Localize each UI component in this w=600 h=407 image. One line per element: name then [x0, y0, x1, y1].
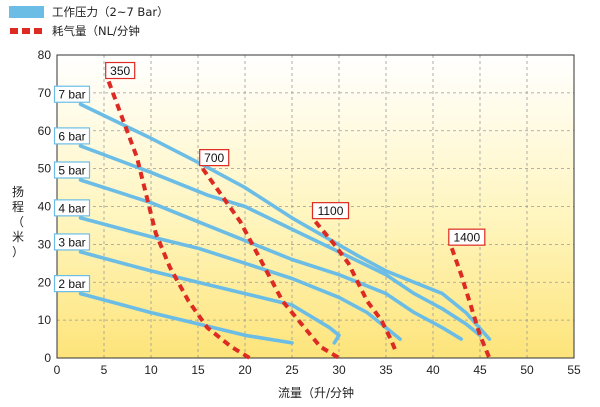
consumption-label-box-350 — [105, 61, 136, 80]
y-tick-label: 40 — [38, 200, 52, 214]
y-tick-label: 60 — [38, 124, 52, 138]
consumption-label-700: 700 — [204, 151, 224, 165]
y-axis-title-char-4: 米 — [12, 230, 24, 244]
series-labels: 7 bar 6 bar 5 bar 4 bar 3 bar 2 bar 350 700 1100… — [53, 61, 486, 293]
y-tick-label: 10 — [38, 313, 52, 327]
pressure-label-6-bar: 6 bar — [58, 129, 85, 143]
y-tick-label: 50 — [38, 162, 52, 176]
y-axis-title: 扬 程 （ 米 ） — [12, 184, 24, 259]
legend-swatch-pressure — [9, 6, 44, 18]
pressure-label-box-2-bar — [53, 275, 91, 293]
x-tick-label: 0 — [54, 363, 61, 377]
x-tick-label: 45 — [473, 363, 487, 377]
consumption-label-box-1100 — [311, 202, 350, 220]
pressure-label-5-bar: 5 bar — [58, 163, 85, 177]
consumption-line-350 — [106, 80, 251, 360]
pressure-label-box-7-bar — [53, 85, 91, 103]
consumption-label-1400: 1400 — [453, 231, 480, 245]
pressure-label-box-6-bar — [53, 127, 91, 145]
y-axis-title-char-3: （ — [12, 215, 24, 229]
pressure-label-box-3-bar — [53, 233, 91, 251]
x-tick-label: 20 — [238, 363, 252, 377]
pressure-label-3-bar: 3 bar — [58, 235, 85, 249]
legend-label-pressure: 工作压力（2~7 Bar） — [52, 5, 169, 19]
y-axis-title-char-2: 程 — [12, 199, 24, 214]
y-axis-title-char-5: ） — [12, 245, 24, 259]
pressure-label-7-bar: 7 bar — [58, 88, 85, 102]
series-layer — [78, 80, 492, 360]
pressure-label-box-5-bar — [53, 161, 91, 179]
pressure-line-4-bar — [78, 216, 402, 341]
axis-ticks: 0 5 10 15 20 25 30 35 40 45 50 55 0 10 20 30 40 50 60 70 80 — [38, 48, 581, 377]
x-tick-label: 25 — [285, 363, 299, 377]
pressure-label-2-bar: 2 bar — [58, 277, 85, 291]
y-axis-title-char-1: 扬 — [12, 184, 24, 199]
y-tick-label: 20 — [38, 275, 52, 289]
pressure-line-7-bar — [78, 102, 492, 341]
y-tick-label: 80 — [38, 48, 52, 62]
pressure-label-4-bar: 4 bar — [58, 201, 85, 215]
x-tick-label: 5 — [101, 363, 108, 377]
consumption-label-box-700 — [199, 149, 230, 167]
x-tick-label: 50 — [520, 363, 534, 377]
x-tick-label: 10 — [144, 363, 158, 377]
pressure-label-box-4-bar — [53, 199, 91, 217]
y-tick-label: 30 — [38, 237, 52, 251]
consumption-label-1100: 1100 — [318, 204, 344, 218]
consumption-label-box-1400 — [448, 228, 486, 246]
x-tick-label: 40 — [426, 363, 440, 377]
x-tick-label: 30 — [332, 363, 346, 377]
x-tick-label: 15 — [191, 363, 205, 377]
x-tick-label: 35 — [379, 363, 393, 377]
pressure-line-2-bar — [78, 291, 294, 345]
legend-label-consumption: 耗气量（NL/分钟 — [52, 24, 140, 38]
y-tick-label: 70 — [38, 86, 52, 100]
pressure-line-3-bar — [78, 250, 341, 345]
consumption-line-1400 — [449, 247, 492, 359]
legend: 工作压力（2~7 Bar） 耗气量（NL/分钟 — [9, 5, 169, 38]
x-tick-label: 55 — [567, 363, 581, 377]
consumption-line-700 — [201, 167, 341, 360]
y-tick-label: 0 — [44, 351, 51, 365]
x-axis-title: 流量（升/分钟 — [278, 385, 354, 400]
consumption-line-1100 — [313, 220, 398, 352]
consumption-label-350: 350 — [110, 64, 130, 78]
pressure-line-5-bar — [78, 178, 463, 341]
